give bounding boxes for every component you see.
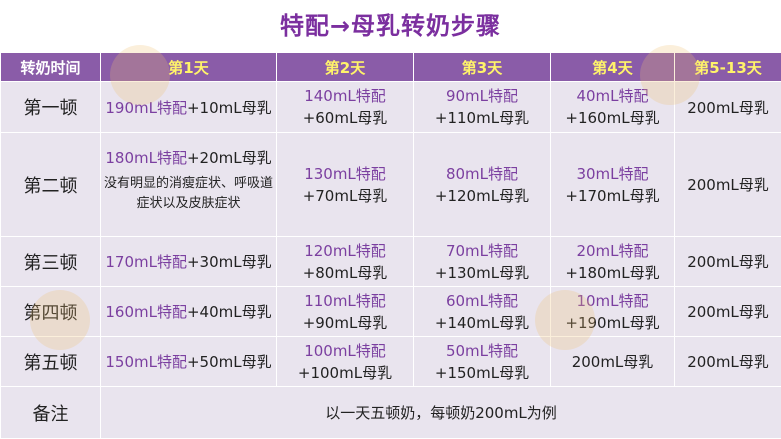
milk-amount: +190mL母乳 bbox=[553, 312, 672, 334]
symptom-note: 没有明显的消瘦症状、呼吸道症状以及皮肤症状 bbox=[103, 174, 274, 214]
milk-amount: +40mL母乳 bbox=[187, 303, 272, 321]
cell: 70mL特配+130mL母乳 bbox=[414, 237, 551, 287]
formula-amount: 100mL特配 bbox=[279, 340, 411, 362]
cell: 80mL特配+120mL母乳 bbox=[414, 133, 551, 237]
cell: 150mL特配+50mL母乳 bbox=[101, 337, 277, 387]
milk-amount: +90mL母乳 bbox=[279, 312, 411, 334]
milk-amount: +50mL母乳 bbox=[187, 353, 272, 371]
formula-amount: 10mL特配 bbox=[553, 290, 672, 312]
cell: 160mL特配+40mL母乳 bbox=[101, 287, 277, 337]
cell: 200mL母乳 bbox=[675, 337, 781, 387]
formula-amount: 170mL特配 bbox=[105, 253, 187, 271]
milk-amount: +60mL母乳 bbox=[279, 107, 411, 129]
table-row: 第五顿 150mL特配+50mL母乳 100mL特配+100mL母乳 50mL特… bbox=[1, 337, 781, 387]
formula-amount: 150mL特配 bbox=[105, 353, 187, 371]
cell: 100mL特配+100mL母乳 bbox=[277, 337, 414, 387]
milk-amount: +110mL母乳 bbox=[416, 107, 548, 129]
cell: 200mL母乳 bbox=[675, 237, 781, 287]
cell: 200mL母乳 bbox=[551, 337, 675, 387]
cell: 40mL特配+160mL母乳 bbox=[551, 82, 675, 133]
formula-amount: 130mL特配 bbox=[279, 163, 411, 185]
meal-label: 第三顿 bbox=[1, 237, 101, 287]
milk-amount: +10mL母乳 bbox=[187, 99, 272, 117]
cell: 10mL特配+190mL母乳 bbox=[551, 287, 675, 337]
formula-amount: 190mL特配 bbox=[105, 99, 187, 117]
footer-label: 备注 bbox=[1, 387, 101, 439]
milk-amount: 200mL母乳 bbox=[687, 253, 769, 271]
milk-amount: +160mL母乳 bbox=[553, 107, 672, 129]
header-label: 转奶时间 bbox=[1, 53, 101, 82]
meal-label: 第一顿 bbox=[1, 82, 101, 133]
milk-amount: +20mL母乳 bbox=[187, 149, 272, 167]
cell: 30mL特配+170mL母乳 bbox=[551, 133, 675, 237]
cell: 90mL特配+110mL母乳 bbox=[414, 82, 551, 133]
formula-amount: 180mL特配 bbox=[105, 149, 187, 167]
cell: 180mL特配+20mL母乳 没有明显的消瘦症状、呼吸道症状以及皮肤症状 bbox=[101, 133, 277, 237]
formula-amount: 40mL特配 bbox=[553, 85, 672, 107]
table-row: 第二顿 180mL特配+20mL母乳 没有明显的消瘦症状、呼吸道症状以及皮肤症状… bbox=[1, 133, 781, 237]
cell: 20mL特配+180mL母乳 bbox=[551, 237, 675, 287]
milk-amount: 200mL母乳 bbox=[687, 303, 769, 321]
milk-amount: +170mL母乳 bbox=[553, 185, 672, 207]
milk-amount: +30mL母乳 bbox=[187, 253, 272, 271]
page-title: 特配→母乳转奶步骤 bbox=[0, 0, 781, 52]
header-day-3: 第3天 bbox=[414, 53, 551, 82]
milk-amount: +70mL母乳 bbox=[279, 185, 411, 207]
formula-amount: 110mL特配 bbox=[279, 290, 411, 312]
header-day-4: 第4天 bbox=[551, 53, 675, 82]
cell: 130mL特配+70mL母乳 bbox=[277, 133, 414, 237]
cell: 50mL特配+150mL母乳 bbox=[414, 337, 551, 387]
milk-amount: +80mL母乳 bbox=[279, 262, 411, 284]
milk-amount: 200mL母乳 bbox=[687, 353, 769, 371]
cell: 200mL母乳 bbox=[675, 133, 781, 237]
milk-amount: 200mL母乳 bbox=[687, 99, 769, 117]
milk-amount: +100mL母乳 bbox=[279, 362, 411, 384]
meal-label: 第五顿 bbox=[1, 337, 101, 387]
cell: 140mL特配+60mL母乳 bbox=[277, 82, 414, 133]
formula-amount: 70mL特配 bbox=[416, 240, 548, 262]
footer-row: 备注 以一天五顿奶，每顿奶200mL为例 bbox=[1, 387, 781, 439]
formula-amount: 140mL特配 bbox=[279, 85, 411, 107]
meal-label: 第二顿 bbox=[1, 133, 101, 237]
milk-amount: 200mL母乳 bbox=[572, 353, 654, 371]
milk-amount: +180mL母乳 bbox=[553, 262, 672, 284]
cell: 170mL特配+30mL母乳 bbox=[101, 237, 277, 287]
formula-amount: 80mL特配 bbox=[416, 163, 548, 185]
footer-note: 以一天五顿奶，每顿奶200mL为例 bbox=[101, 387, 781, 439]
formula-amount: 60mL特配 bbox=[416, 290, 548, 312]
header-day-5-13: 第5-13天 bbox=[675, 53, 781, 82]
table-row: 第四顿 160mL特配+40mL母乳 110mL特配+90mL母乳 60mL特配… bbox=[1, 287, 781, 337]
header-day-2: 第2天 bbox=[277, 53, 414, 82]
cell: 60mL特配+140mL母乳 bbox=[414, 287, 551, 337]
milk-amount: +120mL母乳 bbox=[416, 185, 548, 207]
formula-amount: 160mL特配 bbox=[105, 303, 187, 321]
cell: 110mL特配+90mL母乳 bbox=[277, 287, 414, 337]
table-row: 第三顿 170mL特配+30mL母乳 120mL特配+80mL母乳 70mL特配… bbox=[1, 237, 781, 287]
formula-amount: 20mL特配 bbox=[553, 240, 672, 262]
milk-amount: +140mL母乳 bbox=[416, 312, 548, 334]
cell: 200mL母乳 bbox=[675, 287, 781, 337]
milk-amount: +150mL母乳 bbox=[416, 362, 548, 384]
formula-amount: 90mL特配 bbox=[416, 85, 548, 107]
meal-label: 第四顿 bbox=[1, 287, 101, 337]
transition-table: 转奶时间 第1天 第2天 第3天 第4天 第5-13天 第一顿 190mL特配+… bbox=[0, 52, 781, 439]
header-row: 转奶时间 第1天 第2天 第3天 第4天 第5-13天 bbox=[1, 53, 781, 82]
formula-amount: 120mL特配 bbox=[279, 240, 411, 262]
cell: 200mL母乳 bbox=[675, 82, 781, 133]
cell: 190mL特配+10mL母乳 bbox=[101, 82, 277, 133]
milk-amount: 200mL母乳 bbox=[687, 176, 769, 194]
formula-amount: 30mL特配 bbox=[553, 163, 672, 185]
cell: 120mL特配+80mL母乳 bbox=[277, 237, 414, 287]
milk-amount: +130mL母乳 bbox=[416, 262, 548, 284]
header-day-1: 第1天 bbox=[101, 53, 277, 82]
table-row: 第一顿 190mL特配+10mL母乳 140mL特配+60mL母乳 90mL特配… bbox=[1, 82, 781, 133]
formula-amount: 50mL特配 bbox=[416, 340, 548, 362]
